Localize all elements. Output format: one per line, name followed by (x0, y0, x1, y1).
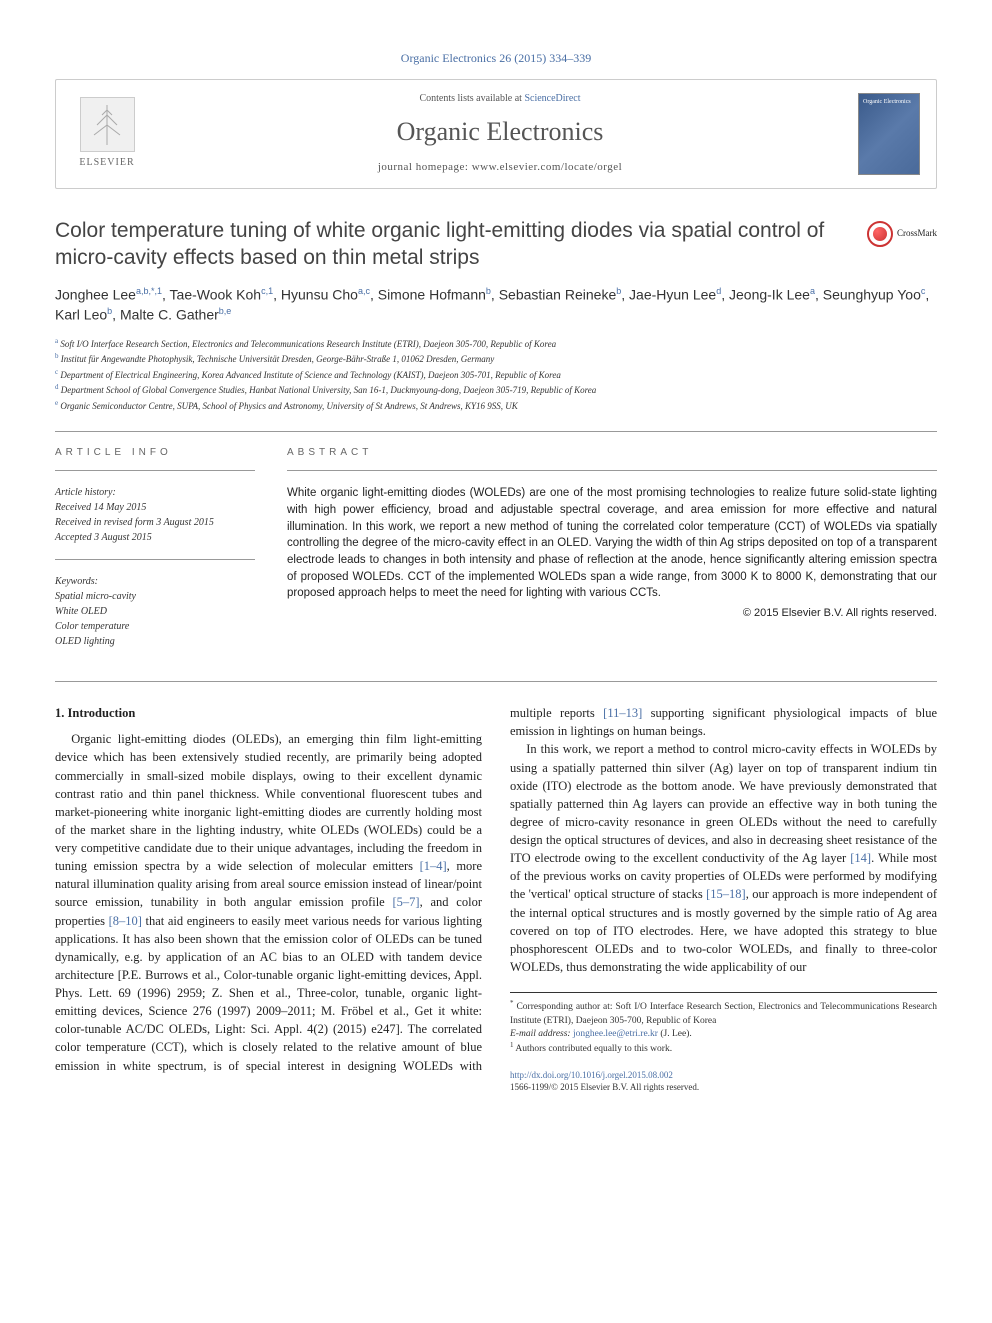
doi-link[interactable]: http://dx.doi.org/10.1016/j.orgel.2015.0… (510, 1069, 937, 1082)
equal-contribution-note: 1 Authors contributed equally to this wo… (510, 1041, 937, 1056)
citation-link[interactable]: [5–7] (393, 895, 420, 909)
doi-block: http://dx.doi.org/10.1016/j.orgel.2015.0… (510, 1069, 937, 1094)
keyword: Spatial micro-cavity (55, 589, 255, 604)
abstract-text: White organic light-emitting diodes (WOL… (287, 485, 937, 602)
issn-copyright: 1566-1199/© 2015 Elsevier B.V. All right… (510, 1081, 937, 1094)
crossmark-label: CrossMark (897, 227, 937, 240)
affiliations-block: a Soft I/O Interface Research Section, E… (55, 336, 937, 414)
history-revised: Received in revised form 3 August 2015 (55, 515, 255, 530)
keyword: White OLED (55, 604, 255, 619)
body-two-column: 1. Introduction Organic light-emitting d… (55, 704, 937, 1094)
publisher-name: ELSEVIER (79, 156, 134, 170)
crossmark-icon (867, 221, 893, 247)
abstract-heading: ABSTRACT (287, 446, 937, 460)
keywords-block: Keywords: Spatial micro-cavity White OLE… (55, 574, 255, 649)
journal-reference: Organic Electronics 26 (2015) 334–339 (55, 50, 937, 67)
publisher-logo: ELSEVIER (72, 94, 142, 174)
journal-homepage-line: journal homepage: www.elsevier.com/locat… (142, 160, 858, 175)
homepage-label: journal homepage: (378, 161, 472, 173)
footnotes-block: * Corresponding author at: Soft I/O Inte… (510, 992, 937, 1057)
article-info-heading: ARTICLE INFO (55, 446, 255, 460)
journal-header-box: ELSEVIER Contents lists available at Sci… (55, 79, 937, 189)
crossmark-badge[interactable]: CrossMark (867, 221, 937, 247)
email-link[interactable]: jonghee.lee@etri.re.kr (573, 1029, 658, 1039)
contents-prefix: Contents lists available at (419, 93, 524, 104)
separator-rule (55, 431, 937, 432)
author-list: Jonghee Leea,b,*,1, Tae-Wook Kohc,1, Hyu… (55, 285, 937, 326)
elsevier-tree-icon (80, 97, 135, 152)
abstract-rule (287, 470, 937, 471)
article-info-column: ARTICLE INFO Article history: Received 1… (55, 446, 255, 663)
keyword: OLED lighting (55, 634, 255, 649)
citation-link[interactable]: [1–4] (420, 859, 447, 873)
abstract-column: ABSTRACT White organic light-emitting di… (287, 446, 937, 663)
journal-cover-thumbnail (858, 93, 920, 175)
article-history-block: Article history: Received 14 May 2015 Re… (55, 485, 255, 545)
keywords-label: Keywords: (55, 574, 255, 589)
citation-link[interactable]: [11–13] (603, 706, 642, 720)
corresponding-author-note: * Corresponding author at: Soft I/O Inte… (510, 999, 937, 1028)
history-accepted: Accepted 3 August 2015 (55, 530, 255, 545)
abstract-copyright: © 2015 Elsevier B.V. All rights reserved… (287, 606, 937, 621)
email-line: E-mail address: jonghee.lee@etri.re.kr (… (510, 1028, 937, 1041)
citation-link[interactable]: [15–18] (706, 887, 746, 901)
intro-para-2: In this work, we report a method to cont… (510, 740, 937, 976)
info-rule (55, 470, 255, 471)
keyword: Color temperature (55, 619, 255, 634)
sciencedirect-link[interactable]: ScienceDirect (524, 93, 580, 104)
info-rule-2 (55, 559, 255, 560)
history-label: Article history: (55, 485, 255, 500)
journal-name: Organic Electronics (142, 114, 858, 150)
homepage-url[interactable]: www.elsevier.com/locate/orgel (472, 161, 622, 173)
contents-available-line: Contents lists available at ScienceDirec… (142, 92, 858, 106)
section-1-heading: 1. Introduction (55, 704, 482, 722)
citation-link[interactable]: [14] (850, 851, 871, 865)
history-received: Received 14 May 2015 (55, 500, 255, 515)
article-title: Color temperature tuning of white organi… (55, 217, 849, 272)
body-separator (55, 681, 937, 682)
citation-link[interactable]: [8–10] (109, 914, 142, 928)
